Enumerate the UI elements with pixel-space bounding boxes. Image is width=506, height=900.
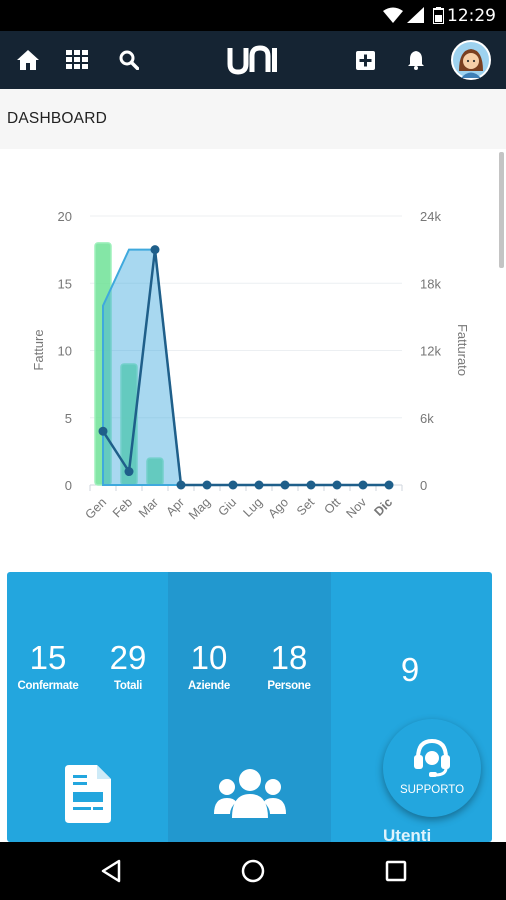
x-axis-label-nov: Nov	[343, 495, 369, 521]
page-title: DASHBOARD	[7, 110, 107, 127]
stat-aziende-label: Aziende	[188, 680, 230, 692]
line-point-dic	[384, 480, 394, 490]
x-axis-label-giu: Giu	[215, 495, 239, 519]
right-axis-tick-label: 12k	[420, 344, 441, 359]
stat-persone[interactable]: 18 Persone	[252, 639, 326, 693]
right-axis-tick-label: 6k	[420, 411, 434, 426]
apps-button[interactable]	[56, 31, 98, 89]
home-icon	[17, 50, 39, 70]
nav-home-button[interactable]	[228, 842, 278, 900]
fatturato-area	[102, 248, 389, 486]
stat-utenti-label: Utenti	[383, 826, 432, 842]
add-button[interactable]	[345, 31, 385, 89]
left-axis-tick-label: 15	[58, 276, 72, 291]
grid-icon	[66, 50, 88, 69]
left-axis-tick-label: 20	[58, 209, 72, 224]
x-axis-label-set: Set	[294, 495, 318, 519]
home-button[interactable]	[8, 31, 48, 89]
invoice-document-icon	[65, 765, 111, 823]
x-axis-label-gen: Gen	[83, 495, 110, 522]
support-fab[interactable]: SUPPORTO	[383, 719, 481, 817]
line-point-gen	[98, 426, 108, 436]
x-axis-label-mar: Mar	[136, 495, 161, 520]
x-axis-label-apr: Apr	[163, 495, 187, 519]
stat-utenti[interactable]: 9	[373, 652, 447, 688]
line-point-mag	[202, 480, 212, 490]
stat-aziende-value: 10	[190, 639, 228, 676]
stat-persone-value: 18	[270, 639, 308, 676]
battery-icon	[433, 7, 444, 24]
line-point-apr	[176, 480, 186, 490]
search-button[interactable]	[108, 31, 150, 89]
right-axis-tick-label: 18k	[420, 276, 441, 291]
line-point-set	[306, 480, 316, 490]
x-axis-label-ott: Ott	[321, 495, 343, 517]
support-fab-label: SUPPORTO	[399, 784, 465, 796]
signal-icon	[407, 7, 424, 23]
avatar[interactable]	[449, 31, 493, 89]
stat-confermate-label: Confermate	[17, 680, 79, 692]
line-point-ago	[280, 480, 290, 490]
scrollbar[interactable]	[499, 152, 504, 268]
nav-recents-button[interactable]	[371, 842, 421, 900]
stat-totali-value: 29	[109, 639, 147, 676]
stat-totali-label: Totali	[113, 680, 142, 692]
uni-logo: uni	[227, 45, 277, 75]
right-axis-tick-label: 24k	[420, 209, 441, 224]
left-axis-tick-label: 0	[65, 478, 72, 493]
stat-totali[interactable]: 29 Totali	[91, 639, 165, 693]
nav-back-button[interactable]	[86, 842, 136, 900]
status-bar: 12:29	[0, 0, 506, 31]
stat-confermate[interactable]: 15 Confermate	[9, 639, 87, 693]
line-point-feb	[124, 467, 134, 477]
bell-icon	[408, 51, 424, 70]
left-axis-tick-label: 10	[58, 344, 72, 359]
right-axis-tick-label: 0	[420, 478, 427, 493]
stat-aziende[interactable]: 10 Aziende	[172, 639, 246, 693]
x-axis-label-dic: Dic	[371, 495, 395, 519]
add-box-icon	[355, 50, 375, 70]
x-axis-label-mag: Mag	[186, 495, 213, 522]
page-header: DASHBOARD	[0, 89, 506, 149]
x-axis-label-ago: Ago	[265, 495, 291, 521]
dashboard-chart: 0 0 5 6k 10 12k 15 18k 20 24k Fatture Fatturato Gen F…	[31, 209, 470, 522]
back-icon	[101, 859, 121, 883]
home-circle-icon	[241, 859, 265, 883]
wifi-icon	[383, 7, 403, 23]
left-axis-tick-label: 5	[65, 411, 72, 426]
app-logo[interactable]: uni	[222, 31, 284, 89]
line-point-lug	[254, 480, 264, 490]
avatar-image	[451, 40, 491, 80]
system-nav-bar	[0, 842, 506, 900]
line-point-ott	[332, 480, 342, 490]
stat-utenti-value: 9	[400, 651, 420, 688]
status-time: 12:29	[447, 6, 496, 26]
app-bar: uni	[0, 31, 506, 89]
line-point-mar	[150, 245, 160, 255]
left-axis-title: Fatture	[31, 329, 46, 370]
x-axis-label-feb: Feb	[110, 495, 135, 520]
stat-confermate-value: 15	[29, 639, 67, 676]
line-point-giu	[228, 480, 238, 490]
notifications-button[interactable]	[396, 31, 436, 89]
line-point-nov	[358, 480, 368, 490]
right-axis-title: Fatturato	[455, 324, 470, 376]
people-group-icon	[214, 769, 286, 818]
recents-icon	[385, 860, 407, 882]
headset-icon	[414, 738, 450, 777]
x-axis-label-lug: Lug	[240, 495, 265, 520]
search-icon	[119, 50, 139, 70]
stat-persone-label: Persone	[267, 680, 311, 692]
